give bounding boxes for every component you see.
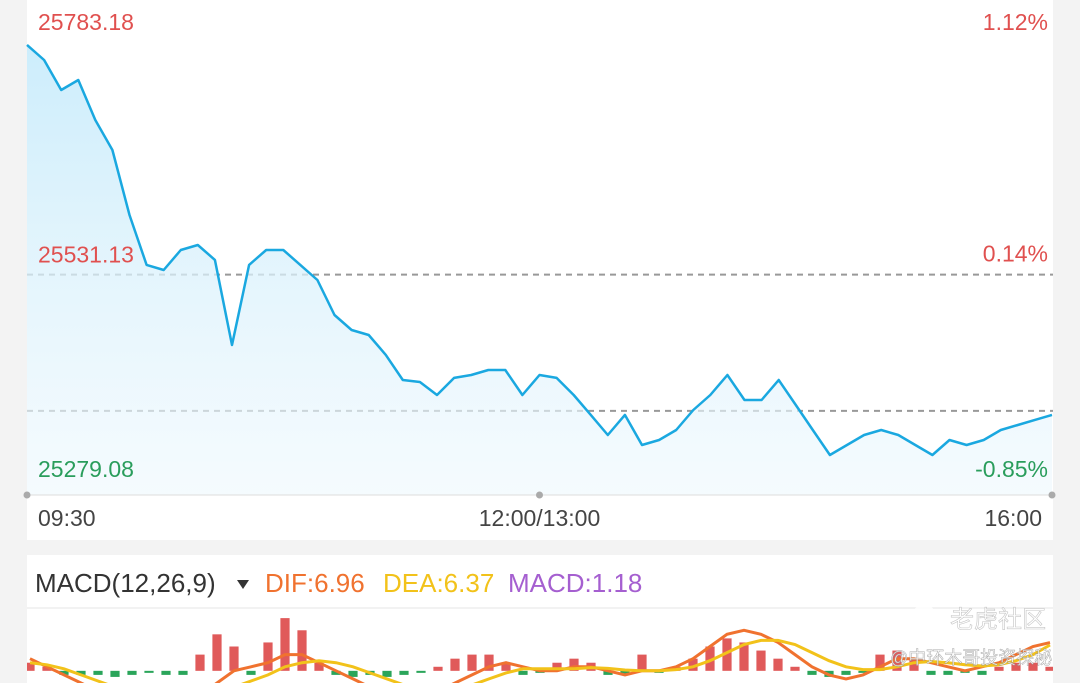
macd-bar: [739, 642, 749, 671]
macd-bar: [552, 662, 562, 671]
macd-label: MACD:1.18: [508, 568, 642, 598]
y2-tick-label: -0.85%: [975, 456, 1048, 482]
macd-bar: [909, 658, 919, 671]
macd-bar: [858, 670, 868, 673]
macd-bar: [688, 658, 698, 671]
macd-bar: [569, 658, 579, 671]
macd-bar: [433, 666, 443, 671]
y-tick-label: 25783.18: [38, 9, 134, 35]
macd-bar: [161, 670, 171, 675]
macd-bar: [42, 666, 52, 671]
macd-bar: [467, 654, 477, 671]
macd-bar: [875, 654, 885, 671]
macd-bar: [399, 670, 409, 675]
macd-bar: [331, 670, 341, 675]
macd-bar: [1045, 666, 1053, 671]
macd-bar: [27, 662, 35, 671]
area-fill: [27, 44, 1052, 496]
macd-bar: [773, 658, 783, 671]
macd-line: [29, 638, 1051, 683]
macd-bar: [943, 670, 953, 675]
x-tick-mark: [536, 491, 543, 499]
macd-bar: [348, 670, 358, 677]
macd-bar: [705, 646, 715, 671]
macd-bar: [994, 666, 1004, 671]
macd-bar: [807, 670, 817, 675]
macd-bar: [977, 670, 987, 675]
macd-bar: [297, 630, 307, 671]
macd-chart: [27, 618, 1053, 683]
macd-bar: [59, 670, 69, 675]
x-tick-label: 09:30: [38, 505, 96, 531]
watermark-icon: [908, 605, 940, 637]
x-tick-mark: [23, 491, 31, 499]
macd-bar: [501, 662, 511, 671]
y-tick-label: 25531.13: [38, 242, 134, 268]
x-tick-label: 12:00/13:00: [479, 505, 601, 531]
watermark: 老虎社区 @中环木哥投资探秘: [890, 605, 1053, 668]
macd-bar: [1011, 662, 1021, 671]
macd-bar: [229, 646, 239, 671]
x-tick-mark: [1048, 491, 1056, 499]
y-tick-label: 25279.08: [38, 456, 134, 482]
macd-bar: [195, 654, 205, 671]
macd-bar: [637, 654, 647, 671]
price-line: [26, 43, 1053, 457]
watermark-author: @中环木哥投资探秘: [890, 648, 1052, 668]
macd-bar: [756, 650, 766, 671]
watermark-brand: 老虎社区: [950, 606, 1046, 633]
macd-line: [29, 628, 1051, 683]
x-tick-label: 16:00: [984, 505, 1042, 531]
dea-label: DEA:6.37: [383, 568, 494, 598]
macd-bar: [926, 670, 936, 675]
macd-bar: [212, 634, 222, 671]
dropdown-arrow[interactable]: [237, 580, 249, 589]
macd-bar: [790, 666, 800, 671]
macd-title: MACD(12,26,9): [35, 568, 216, 598]
dif-label: DIF:6.96: [265, 568, 365, 598]
macd-bar: [178, 670, 188, 675]
macd-bar: [93, 670, 103, 675]
macd-bar: [722, 638, 732, 671]
macd-bar: [110, 670, 120, 677]
macd-bar: [263, 642, 273, 671]
macd-bar: [518, 670, 528, 675]
macd-bar: [484, 654, 494, 671]
macd-bar: [620, 670, 630, 675]
macd-bar: [892, 650, 902, 671]
y2-tick-label: 1.12%: [983, 9, 1048, 35]
macd-bar: [841, 670, 851, 675]
price-chart: 25783.18 25531.13 25279.08 1.12% 0.14% -0.85%…: [23, 9, 1056, 531]
macd-bar: [246, 670, 256, 675]
macd-bar: [314, 662, 324, 671]
macd-bar: [76, 670, 86, 675]
macd-bar: [1028, 662, 1038, 671]
macd-bar: [416, 670, 426, 673]
macd-bar: [280, 618, 290, 671]
macd-bar: [603, 670, 613, 675]
macd-bar: [450, 658, 460, 671]
macd-bar: [382, 670, 392, 677]
macd-bar: [127, 670, 137, 675]
y2-tick-label: 0.14%: [983, 240, 1048, 266]
macd-bar: [144, 670, 154, 673]
